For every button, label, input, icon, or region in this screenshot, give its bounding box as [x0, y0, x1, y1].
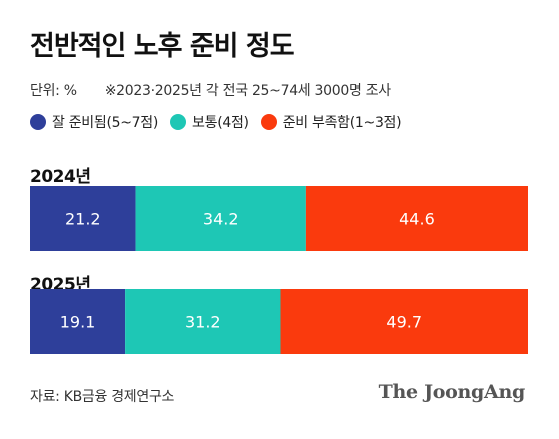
legend-label: 잘 준비됨(5~7점)	[52, 115, 159, 131]
bar-value-label: 49.7	[386, 313, 422, 332]
legend-swatch	[30, 114, 46, 130]
bar-segment-1-1	[125, 289, 281, 354]
bar-segment-1-0	[30, 289, 126, 354]
bar-segment-0-1	[135, 186, 306, 251]
survey-note: ※2023·2025년 각 전국 25~74세 3000명 조사	[104, 83, 391, 99]
legend-label: 보통(4점)	[192, 115, 249, 131]
bar-value-label: 19.1	[60, 313, 96, 332]
legend-item-insufficient: 준비 부족함(1~3점)	[260, 112, 402, 132]
chart-title: 전반적인 노후 준비 정도	[30, 31, 295, 62]
legend-item-average: 보통(4점)	[170, 112, 249, 132]
legend-item-well-prepared: 잘 준비됨(5~7점)	[30, 112, 158, 132]
bar-segment-0-2	[305, 186, 528, 251]
bar-value-label: 44.6	[399, 210, 435, 229]
category-label-2024: 2024년	[30, 167, 91, 187]
bar-segment-1-2	[280, 289, 528, 354]
legend-swatch	[170, 114, 187, 130]
legend-label: 준비 부족함(1~3점)	[282, 115, 402, 131]
publisher-logo: The JoongAng	[378, 381, 526, 403]
legend-swatch	[260, 114, 277, 130]
source-label: 자료: KB금융 경제연구소	[30, 389, 175, 405]
unit-label: 단위: %	[30, 83, 77, 99]
bar-value-label: 21.2	[65, 210, 101, 229]
bar-segment-0-0	[30, 186, 136, 251]
legend: 잘 준비됨(5~7점) 보통(4점) 준비 부족함(1~3점)	[30, 112, 413, 132]
bar-value-label: 34.2	[203, 210, 239, 229]
subtitle-row: 단위: % ※2023·2025년 각 전국 25~74세 3000명 조사	[30, 80, 391, 100]
bar-value-label: 31.2	[185, 313, 221, 332]
